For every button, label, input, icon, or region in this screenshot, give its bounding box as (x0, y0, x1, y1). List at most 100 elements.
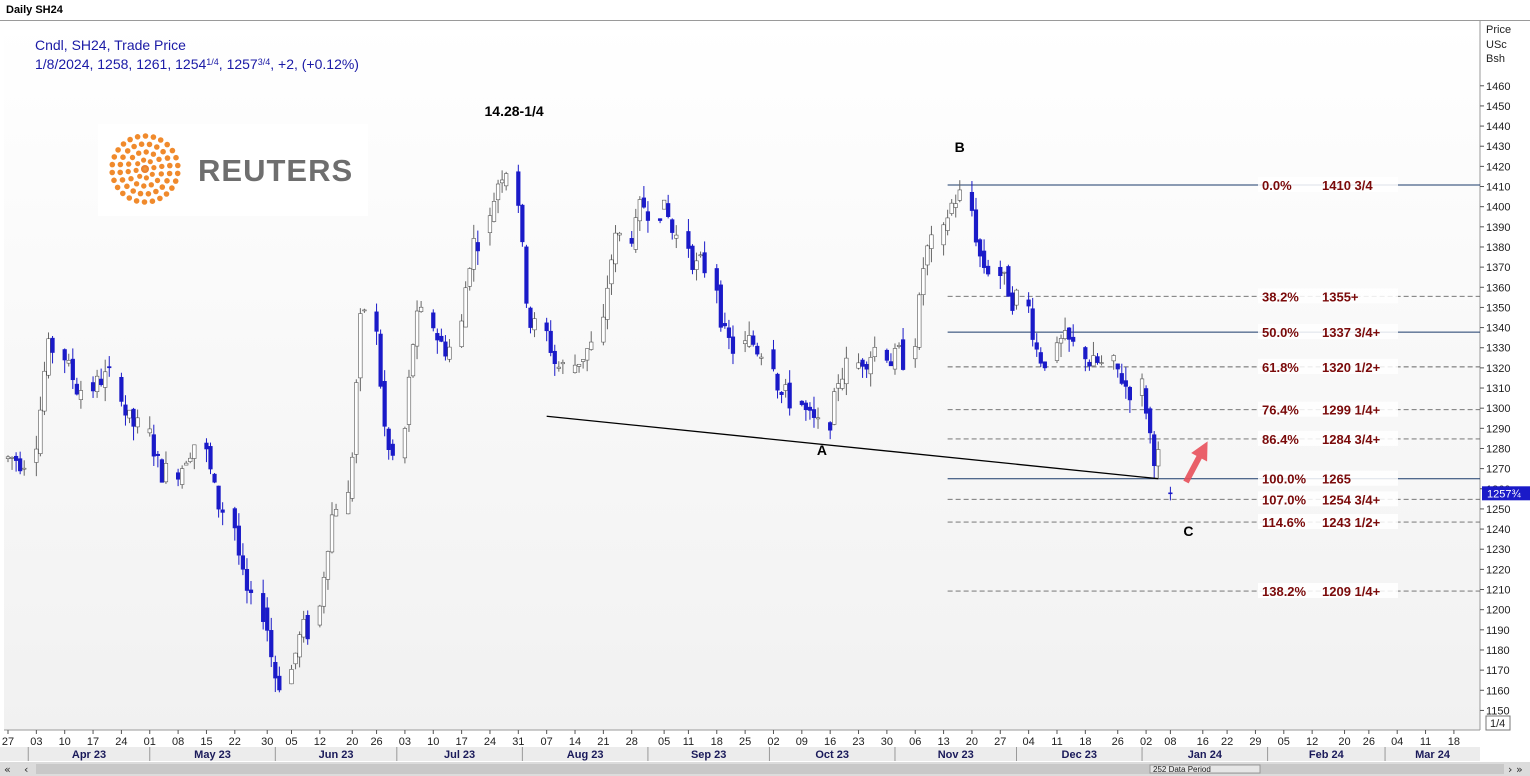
candle-down (888, 361, 894, 367)
logo-dot (160, 148, 166, 155)
price-tick-label: 1240 (1486, 524, 1510, 536)
candle-up (414, 310, 420, 347)
candle-up (856, 362, 861, 369)
candles (5, 164, 1173, 693)
candle-up (487, 215, 493, 233)
logo-dot (124, 148, 131, 154)
candle-up (925, 245, 930, 266)
logo-dot (137, 173, 143, 179)
time-tick-label: 11 (1051, 736, 1062, 748)
candle-down (90, 382, 96, 392)
candle-up (188, 457, 193, 462)
candle-up (896, 345, 902, 347)
candle-down (159, 459, 165, 483)
time-tick-label: 05 (1278, 736, 1290, 748)
logo-dot (141, 183, 147, 189)
candle-down (248, 589, 254, 593)
candle-down (1071, 336, 1076, 342)
candle-down (386, 428, 391, 450)
logo-dot (167, 162, 173, 169)
candle-up (1099, 362, 1104, 364)
candle-up (576, 363, 582, 367)
scroll-left-icon[interactable]: ‹ (24, 763, 28, 776)
candle-down (657, 218, 663, 221)
candle-up (333, 509, 339, 517)
fib-price: 1299 1/4+ (1322, 403, 1381, 418)
scale-fraction-box[interactable]: 1/4 (1485, 715, 1511, 731)
logo-dot (164, 141, 170, 148)
price-tick-label: 1200 (1486, 605, 1510, 617)
period-indicator[interactable] (1149, 764, 1261, 774)
logo-dot (153, 188, 159, 195)
time-tick-label: 10 (427, 736, 439, 748)
logo-dot (127, 136, 133, 143)
candle-up (957, 189, 962, 201)
logo-dot (130, 188, 136, 194)
fib-percent: 76.4% (1262, 403, 1299, 418)
month-label: Apr 23 (72, 749, 106, 761)
candle-up (34, 448, 39, 463)
candle-down (718, 284, 723, 328)
candle-down (864, 364, 869, 370)
time-tick-label: 17 (455, 736, 467, 748)
scroll-right-fast-icon[interactable]: » (1516, 763, 1523, 776)
fib-price: 1284 3/4+ (1322, 432, 1381, 447)
logo-dot (164, 155, 171, 161)
logo-dot (125, 168, 131, 175)
candle-down (811, 409, 817, 418)
bottom-scrollbar[interactable]: « ‹ 252 Data Period › » (0, 762, 1530, 776)
candle-down (131, 408, 136, 427)
candle-up (556, 366, 561, 369)
logo-dot (143, 175, 149, 181)
time-tick-label: 02 (767, 736, 779, 748)
time-tick-label: 14 (569, 736, 581, 748)
candle-down (240, 555, 246, 570)
fib-label-bg (1258, 288, 1398, 304)
candle-up (560, 362, 565, 365)
candle-down (755, 345, 760, 355)
fib-percent: 0.0% (1262, 178, 1292, 193)
time-tick-label: 12 (314, 736, 326, 748)
candle-up (321, 577, 327, 607)
candle-down (1127, 386, 1132, 401)
logo-dot (134, 134, 141, 140)
time-tick-label: 20 (1338, 736, 1350, 748)
logo-dot (141, 165, 149, 173)
candle-down (548, 330, 553, 353)
candle-down (973, 209, 979, 243)
candle-down (123, 404, 128, 416)
time-tick-label: 20 (966, 736, 978, 748)
candle-down (969, 191, 975, 211)
scroll-left-fast-icon[interactable]: « (4, 763, 11, 776)
candle-down (1123, 380, 1128, 387)
time-axis[interactable]: 27 03 10 17 24 01 08 15 22 30 05 12 20 26 03 10 17 24 31 07… (0, 730, 1480, 761)
candle-up (832, 391, 837, 425)
trendline (546, 415, 1159, 480)
logo-dot (111, 154, 118, 160)
candle-up (1014, 289, 1019, 306)
scroll-right-icon[interactable]: › (1508, 763, 1512, 776)
fib-label-bg (1258, 358, 1398, 374)
fib-label-bg (1258, 470, 1398, 486)
price-axis[interactable]: 1150 1160 1170 1180 1190 1200 1210 1220 1230 1240… (1480, 81, 1510, 718)
price-tick-label: 1380 (1486, 242, 1510, 254)
arrow-shape (1183, 441, 1208, 484)
candle-up (184, 462, 189, 466)
time-tick-label: 01 (144, 736, 156, 748)
month-label: Jul 23 (444, 749, 475, 761)
candle-down (751, 335, 756, 345)
axis-header-price: Price (1486, 24, 1511, 36)
candle-down (1034, 342, 1039, 350)
price-axis-header: Price USc Bsh (1486, 24, 1511, 65)
price-tick-label: 1460 (1486, 81, 1510, 93)
scroll-track[interactable] (36, 764, 1504, 774)
logo-dot (172, 178, 179, 184)
fib-label-bg (1258, 401, 1398, 417)
info-line-1: Cndl, SH24, Trade Price (35, 37, 186, 53)
candle-up (601, 316, 606, 343)
logo-dot (145, 191, 152, 197)
candle-up (941, 224, 946, 246)
logo-dot (154, 144, 160, 150)
